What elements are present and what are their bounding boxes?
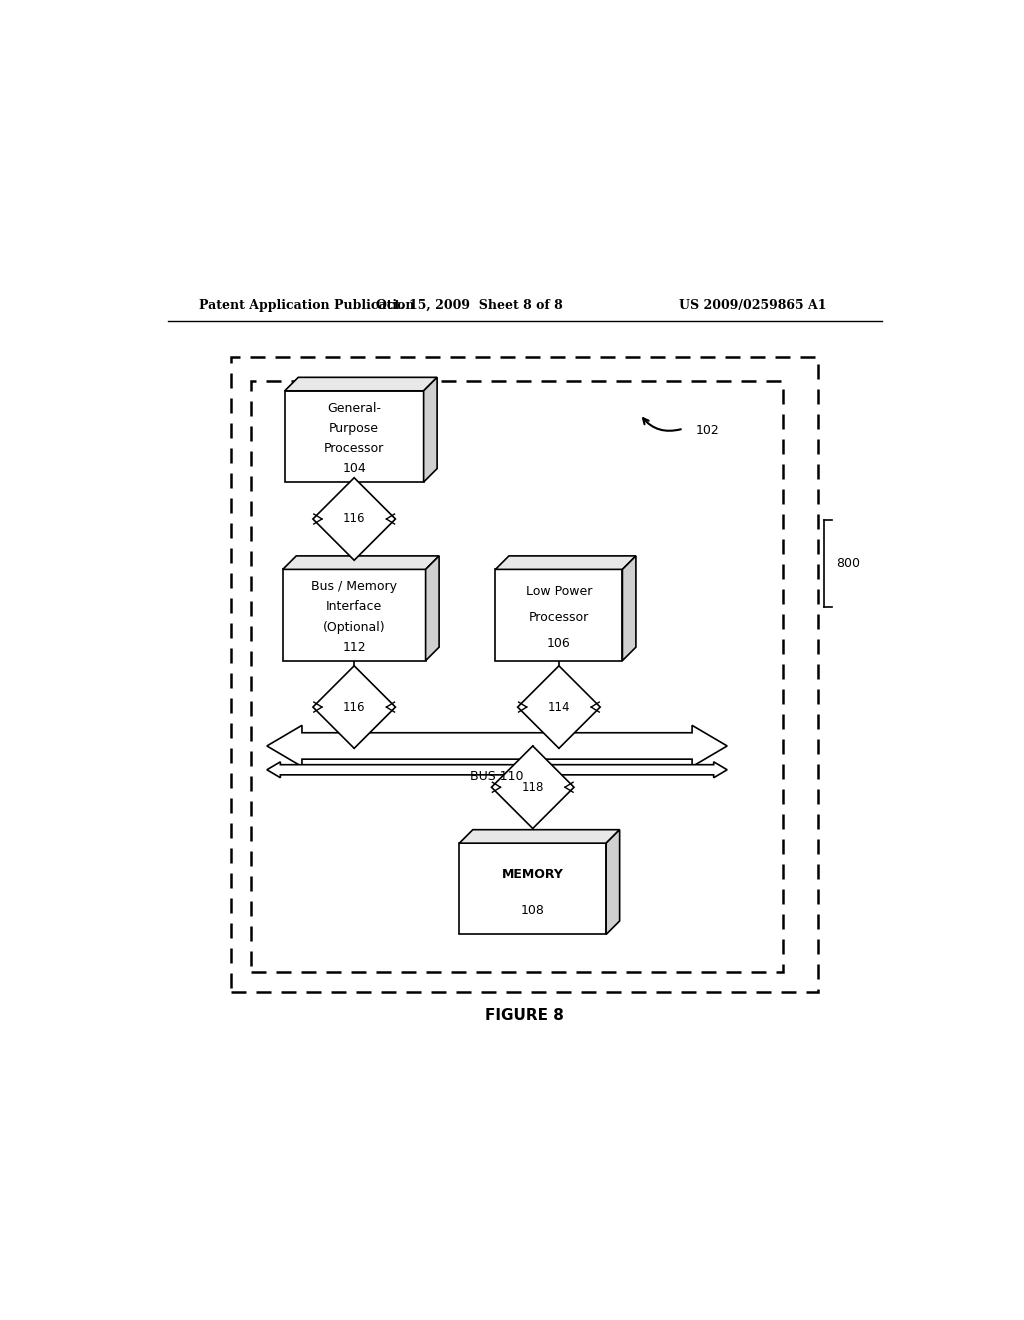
Text: Bus / Memory: Bus / Memory xyxy=(311,579,397,593)
Text: Oct. 15, 2009  Sheet 8 of 8: Oct. 15, 2009 Sheet 8 of 8 xyxy=(376,300,562,312)
Text: 112: 112 xyxy=(342,642,366,653)
Polygon shape xyxy=(496,556,636,569)
Polygon shape xyxy=(460,830,620,843)
Polygon shape xyxy=(424,378,437,482)
Text: 116: 116 xyxy=(343,512,366,525)
Text: Interface: Interface xyxy=(326,601,382,614)
Bar xyxy=(251,381,782,972)
Polygon shape xyxy=(283,556,439,569)
Text: Processor: Processor xyxy=(324,442,384,455)
Polygon shape xyxy=(267,762,727,777)
Text: 102: 102 xyxy=(695,425,719,437)
Polygon shape xyxy=(313,665,395,748)
Text: Processor: Processor xyxy=(528,611,589,624)
Polygon shape xyxy=(426,556,439,660)
FancyBboxPatch shape xyxy=(283,569,426,660)
Text: 106: 106 xyxy=(547,638,570,651)
FancyBboxPatch shape xyxy=(285,391,424,482)
Text: MEMORY: MEMORY xyxy=(502,867,563,880)
FancyBboxPatch shape xyxy=(496,569,623,660)
Text: 108: 108 xyxy=(521,904,545,917)
Polygon shape xyxy=(285,378,437,391)
Text: 114: 114 xyxy=(548,701,570,714)
Text: Purpose: Purpose xyxy=(329,422,379,434)
Text: General-: General- xyxy=(328,401,381,414)
Text: BUS 110: BUS 110 xyxy=(470,771,523,783)
Text: Patent Application Publication: Patent Application Publication xyxy=(200,300,415,312)
Text: 116: 116 xyxy=(343,701,366,714)
Polygon shape xyxy=(492,746,574,829)
Polygon shape xyxy=(267,725,727,767)
Polygon shape xyxy=(313,478,395,560)
Text: (Optional): (Optional) xyxy=(323,620,385,634)
Text: US 2009/0259865 A1: US 2009/0259865 A1 xyxy=(679,300,826,312)
Polygon shape xyxy=(606,830,620,935)
Text: 800: 800 xyxy=(836,557,860,570)
Text: 118: 118 xyxy=(521,780,544,793)
Text: Low Power: Low Power xyxy=(525,585,592,598)
Polygon shape xyxy=(518,665,600,748)
FancyBboxPatch shape xyxy=(460,843,606,935)
Bar xyxy=(231,358,818,991)
Polygon shape xyxy=(623,556,636,660)
Text: 104: 104 xyxy=(342,462,366,475)
Text: FIGURE 8: FIGURE 8 xyxy=(485,1008,564,1023)
